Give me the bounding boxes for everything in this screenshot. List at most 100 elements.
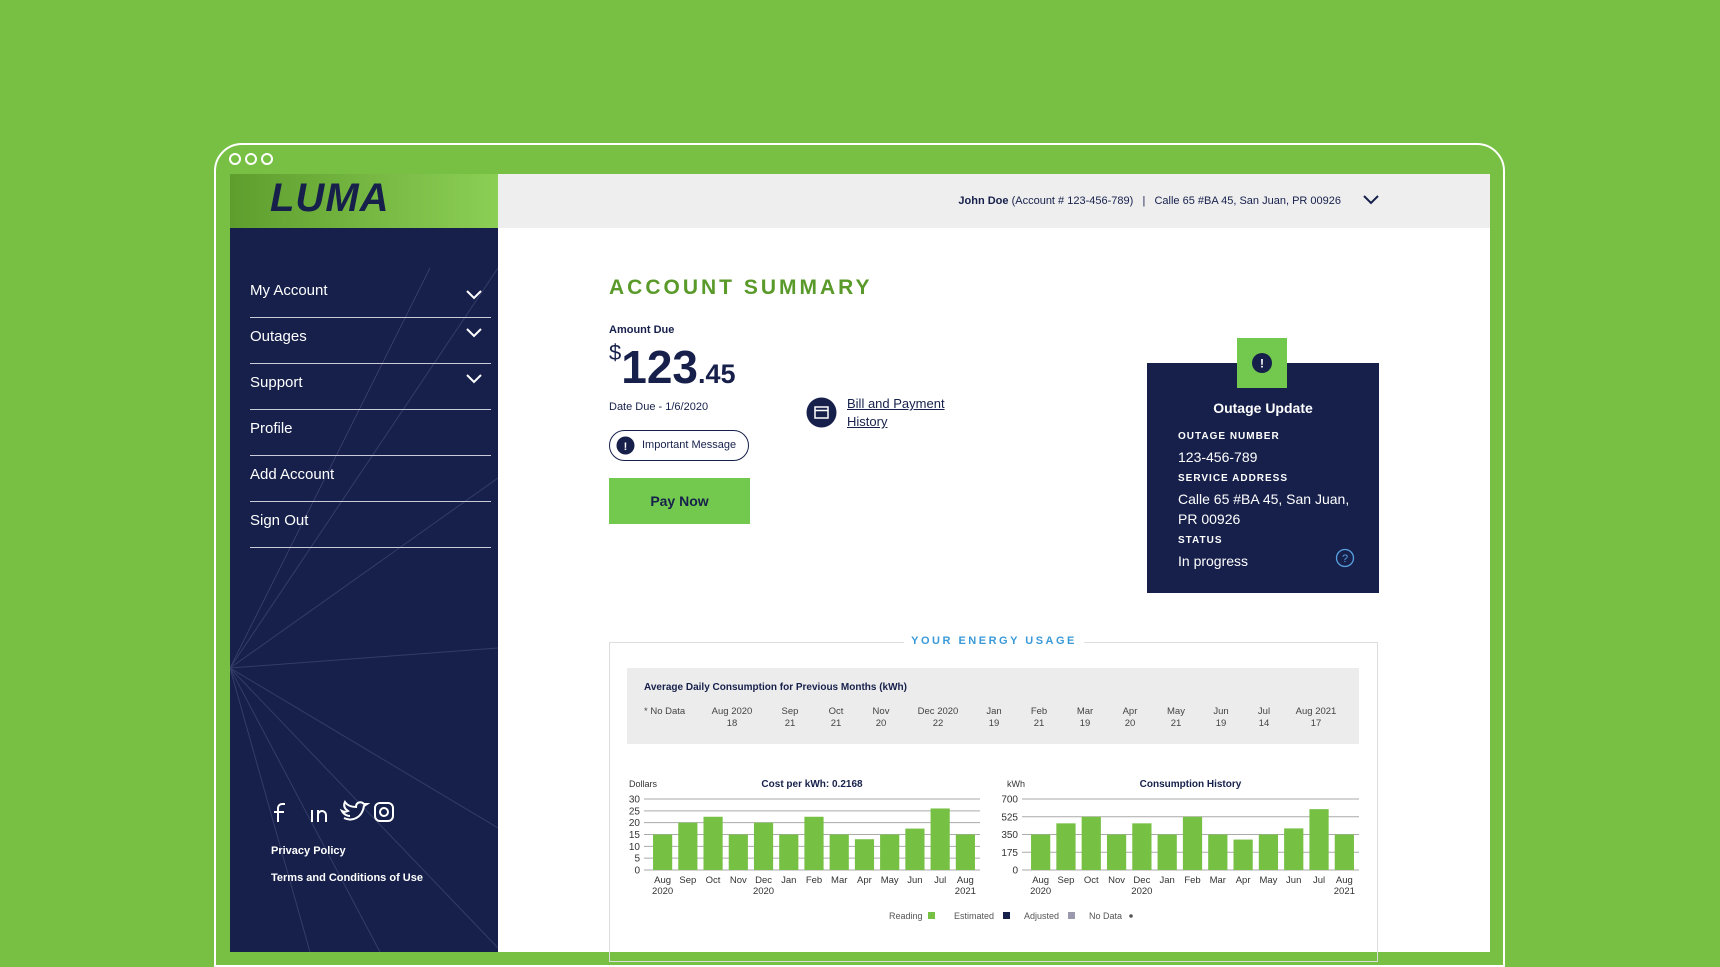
x-tick-label: Jan: [781, 875, 797, 886]
no-data-note: * No Data: [644, 706, 686, 717]
bar: [1233, 839, 1253, 870]
help-icon[interactable]: ?: [1335, 548, 1355, 568]
average-month: May: [1167, 706, 1185, 717]
x-tick-label: Mar: [1209, 875, 1226, 886]
menu-item[interactable]: Sign Out: [250, 502, 491, 548]
sidebar-rays: [230, 267, 498, 952]
sidebar: [230, 228, 498, 952]
outage-field-label: OUTAGE NUMBER: [1178, 431, 1280, 442]
average-value: 19: [988, 718, 1000, 729]
window-dot: [261, 153, 273, 165]
x-tick-label: Feb: [805, 875, 823, 886]
amount-cents: .45: [698, 359, 736, 389]
social-icons[interactable]: [268, 800, 398, 824]
y-tick-label: 175: [1001, 848, 1018, 859]
average-value: 18: [726, 718, 738, 729]
svg-text:!: !: [624, 441, 628, 453]
y-tick-label: 0: [634, 866, 640, 877]
average-month: Jul: [1257, 706, 1271, 717]
chart-title: Consumption History: [1140, 779, 1242, 790]
bar: [829, 834, 849, 870]
bar: [1334, 834, 1354, 870]
y-axis-label: kWh: [1007, 779, 1025, 789]
y-tick-label: 25: [629, 806, 641, 817]
average-month: Feb: [1030, 706, 1048, 717]
average-title: Average Daily Consumption for Previous M…: [644, 682, 907, 693]
footer-link[interactable]: Privacy Policy: [271, 845, 346, 857]
outage-title: Outage Update: [1213, 400, 1313, 416]
bill-history-link[interactable]: Bill and Payment History: [847, 396, 945, 429]
user-name: John Doe: [958, 195, 1009, 207]
average-month: Aug 2021: [1295, 706, 1337, 717]
y-tick-label: 30: [629, 795, 641, 806]
y-tick-label: 525: [1001, 812, 1018, 823]
header-bar: [498, 174, 1490, 228]
energy-title: YOUR ENERGY USAGE: [904, 635, 1084, 647]
bar: [1309, 809, 1329, 870]
average-value: 20: [875, 718, 887, 729]
average-month: Mar: [1076, 706, 1094, 717]
average-panel: [627, 668, 1359, 744]
menu-item[interactable]: Outages: [250, 318, 491, 364]
amount: $123.45: [609, 340, 736, 394]
average-value: 20: [1124, 718, 1136, 729]
x-tick-label: Jan: [1159, 875, 1175, 886]
currency: $: [609, 340, 622, 365]
bar: [1208, 834, 1228, 870]
x-tick-label: Aug 2020: [652, 875, 674, 897]
pay-now-button[interactable]: Pay Now: [609, 478, 750, 524]
header-chevron[interactable]: [1362, 194, 1380, 206]
header-user[interactable]: John Doe (Account # 123-456-789) | Calle…: [860, 195, 1341, 207]
important-message-pill[interactable]: ! Important Message: [609, 430, 749, 461]
logo[interactable]: LUMA: [270, 176, 390, 220]
legend-swatch: [1003, 912, 1010, 919]
bar: [955, 834, 975, 870]
bar: [1081, 816, 1101, 870]
y-tick-label: 5: [634, 854, 640, 865]
bar: [753, 822, 774, 870]
outage-field-label: SERVICE ADDRESS: [1178, 473, 1289, 484]
average-value: 21: [830, 718, 842, 729]
amount-whole: 123: [621, 341, 698, 393]
bar: [1182, 816, 1203, 870]
bar: [1031, 834, 1051, 870]
x-tick-label: Aug 2021: [1333, 875, 1355, 897]
x-tick-label: Feb: [1184, 875, 1201, 886]
x-tick-label: Oct: [705, 875, 721, 886]
window-dot: [245, 153, 257, 165]
y-tick-label: 20: [629, 818, 641, 829]
menu-item[interactable]: My Account: [250, 272, 491, 318]
bar: [1258, 834, 1279, 870]
bar: [728, 834, 748, 870]
legend-label: No Data: [1089, 911, 1122, 921]
footer-link[interactable]: Terms and Conditions of Use: [271, 872, 423, 884]
x-tick-label: May: [1259, 875, 1278, 886]
average-month: Jun: [1213, 706, 1229, 717]
average-value: 21: [784, 718, 796, 729]
x-tick-label: Sep: [1057, 875, 1075, 886]
average-month: Nov: [872, 706, 890, 717]
menu-item[interactable]: Add Account: [250, 456, 491, 502]
alert-icon: !: [1252, 353, 1272, 373]
legend-label: Reading: [889, 911, 923, 921]
menu-item[interactable]: Support: [250, 364, 491, 410]
separator: |: [1142, 195, 1146, 207]
x-tick-label: Jun: [1286, 875, 1302, 886]
average-month: Jan: [986, 706, 1002, 717]
calendar-icon: [806, 397, 837, 428]
average-value: 19: [1079, 718, 1091, 729]
outage-field-label: STATUS: [1178, 535, 1223, 546]
bar: [804, 816, 824, 870]
x-tick-label: Aug 2021: [954, 875, 976, 897]
outage-field-value: In progress: [1178, 553, 1249, 569]
y-tick-label: 15: [629, 830, 641, 841]
average-value: 19: [1215, 718, 1227, 729]
bar: [930, 808, 950, 870]
menu-item[interactable]: Profile: [250, 410, 491, 456]
x-tick-label: Jul: [1312, 875, 1326, 886]
bar: [905, 828, 925, 870]
legend-swatch: [928, 912, 935, 919]
average-value: 14: [1258, 718, 1270, 729]
bar: [880, 834, 900, 870]
account-number: (Account # 123-456-789): [1011, 195, 1134, 207]
